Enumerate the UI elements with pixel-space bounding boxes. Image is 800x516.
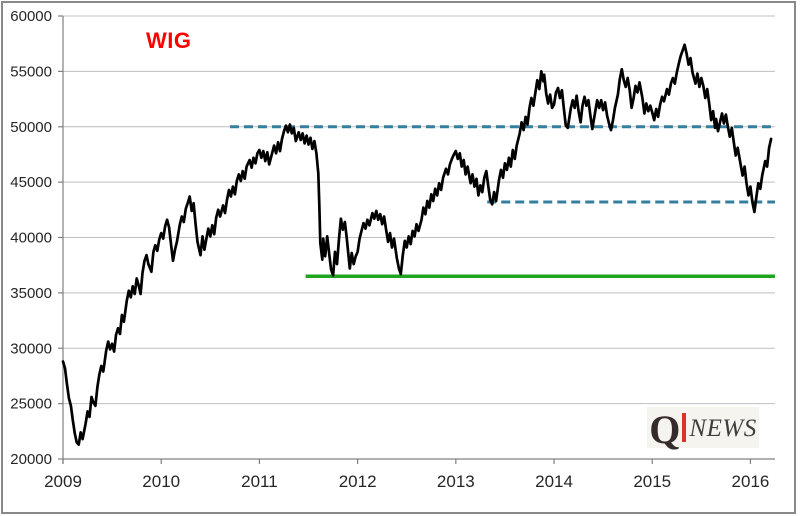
y-axis-tick-label: 55000 (10, 63, 52, 80)
y-axis-tick-label: 40000 (10, 230, 52, 247)
y-axis-tick-label: 35000 (10, 285, 52, 302)
y-axis-tick-label: 25000 (10, 396, 52, 413)
x-axis-tick-label: 2010 (142, 472, 180, 491)
wig-series-line (61, 43, 773, 446)
x-axis-tick-label: 2011 (241, 472, 278, 491)
qnews-logo-q-letter: Q (649, 406, 681, 452)
x-axis-tick-label: 2014 (535, 472, 573, 491)
y-axis-tick-label: 30000 (10, 340, 52, 357)
qnews-logo: Q NEWS (647, 406, 759, 452)
x-axis-tick-label: 2016 (732, 472, 770, 491)
x-axis-tick-label: 2012 (339, 472, 377, 491)
x-axis-tick-label: 2009 (44, 472, 82, 491)
y-axis-tick-label: 50000 (10, 119, 52, 136)
qnews-logo-news-text: NEWS (689, 414, 757, 442)
x-axis-tick-label: 2015 (633, 472, 671, 491)
y-axis-tick-label: 20000 (10, 451, 52, 468)
x-axis-tick-label: 2013 (437, 472, 475, 491)
qnews-logo-red-bar-icon (682, 413, 687, 442)
y-axis-tick-label: 60000 (10, 8, 52, 25)
y-axis-tick-label: 45000 (10, 174, 52, 191)
chart-title: WIG (146, 28, 192, 53)
